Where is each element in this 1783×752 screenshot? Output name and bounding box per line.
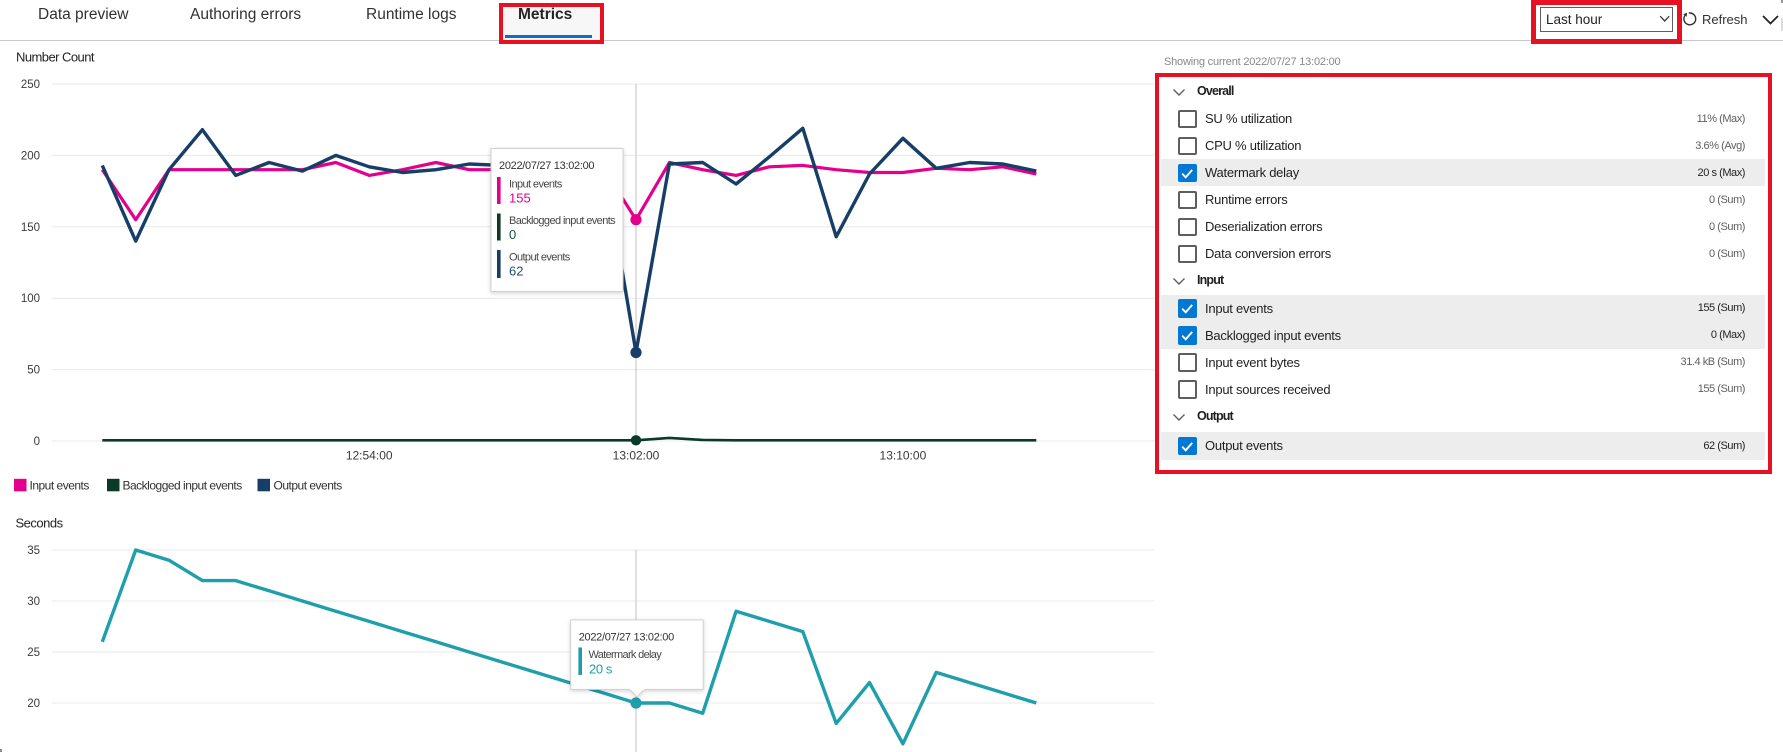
svg-text:30: 30 bbox=[27, 596, 40, 608]
svg-text:0: 0 bbox=[509, 227, 516, 242]
svg-text:35: 35 bbox=[27, 545, 40, 557]
svg-text:13:10:00: 13:10:00 bbox=[880, 449, 927, 463]
svg-text:Input events: Input events bbox=[509, 179, 563, 191]
svg-text:Output events: Output events bbox=[509, 252, 571, 264]
svg-text:Output events: Output events bbox=[274, 479, 343, 493]
svg-text:150: 150 bbox=[21, 222, 40, 234]
svg-text:13:02:00: 13:02:00 bbox=[613, 449, 660, 463]
svg-text:12:54:00: 12:54:00 bbox=[346, 449, 393, 463]
svg-text:20: 20 bbox=[27, 698, 40, 710]
svg-text:25: 25 bbox=[27, 647, 40, 659]
svg-text:Seconds: Seconds bbox=[16, 516, 64, 531]
svg-text:Number Count: Number Count bbox=[16, 50, 95, 65]
svg-text:Backlogged input events: Backlogged input events bbox=[509, 215, 616, 227]
svg-text:0: 0 bbox=[34, 436, 40, 448]
svg-text:100: 100 bbox=[21, 293, 40, 305]
svg-text:62: 62 bbox=[509, 264, 523, 279]
svg-text:20 s: 20 s bbox=[589, 662, 613, 677]
svg-text:Backlogged input events: Backlogged input events bbox=[123, 479, 243, 493]
svg-text:200: 200 bbox=[21, 150, 40, 162]
svg-text:155: 155 bbox=[509, 191, 531, 206]
svg-text:2022/07/27 13:02:00: 2022/07/27 13:02:00 bbox=[499, 160, 594, 172]
svg-text:50: 50 bbox=[27, 365, 40, 377]
svg-text:Watermark delay: Watermark delay bbox=[589, 649, 663, 661]
svg-text:250: 250 bbox=[21, 79, 40, 91]
svg-text:2022/07/27 13:02:00: 2022/07/27 13:02:00 bbox=[579, 632, 674, 644]
svg-text:Input events: Input events bbox=[30, 479, 90, 493]
